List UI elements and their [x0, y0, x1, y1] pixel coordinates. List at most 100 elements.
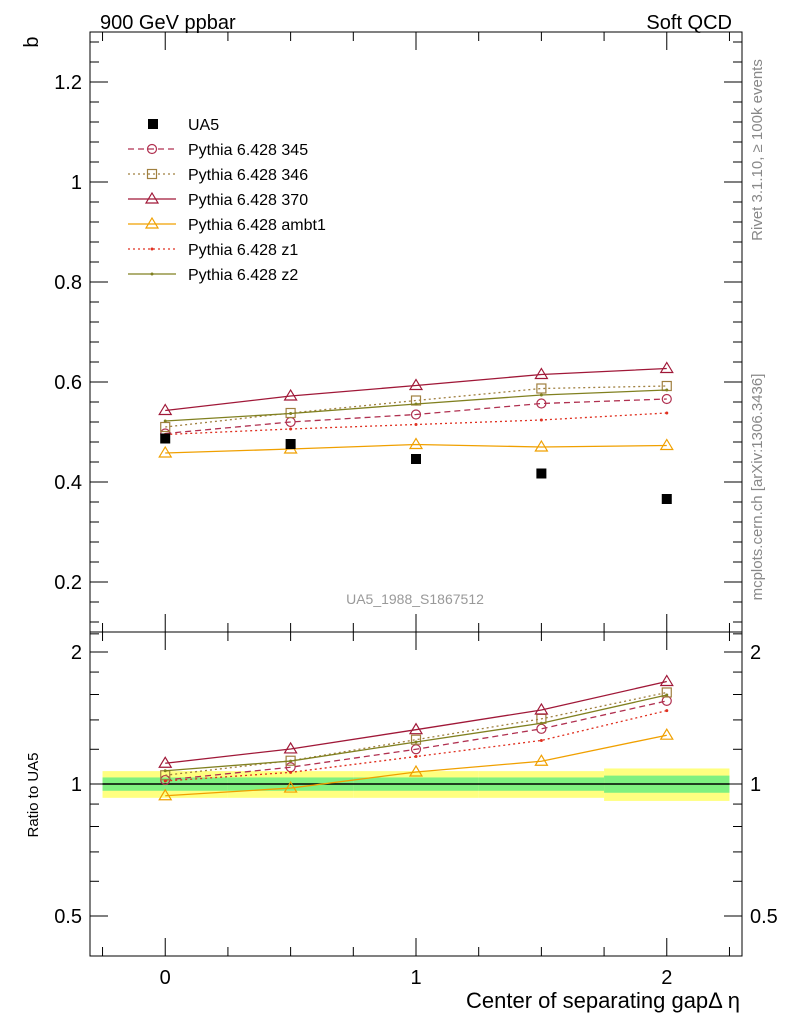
header-right: Soft QCD — [646, 12, 732, 34]
legend: UA5 Pythia 6.428 345 Pythia 6.428 346 Pythi… — [128, 117, 326, 284]
side-label-mcplots: mcplots.cern.ch [arXiv:1306.3436] — [749, 374, 766, 601]
series-point — [289, 412, 293, 415]
series-point — [408, 378, 424, 391]
legend-label: Pythia 6.428 z1 — [188, 242, 298, 259]
legend-label: Pythia 6.428 z2 — [188, 267, 298, 284]
series-point — [534, 754, 549, 766]
ratio-ytick-label: 1 — [71, 774, 82, 796]
series-line — [165, 694, 667, 772]
series-line — [165, 398, 667, 435]
series-line — [165, 367, 667, 412]
legend-marker — [144, 191, 160, 204]
series-point — [163, 419, 167, 423]
series-point — [410, 734, 422, 745]
main-series-3 — [158, 437, 674, 458]
main-series-4 — [163, 411, 669, 436]
ratio-ytick-label: 2 — [71, 642, 82, 664]
main-ylabel: b — [21, 36, 43, 47]
legend-label: UA5 — [188, 117, 219, 134]
ratio-series-5 — [163, 693, 669, 773]
data-point — [661, 494, 672, 504]
legend-entry: UA5 — [148, 117, 219, 134]
ratio-series-3 — [158, 728, 674, 801]
series-point — [659, 728, 674, 740]
ratio-series-0 — [160, 695, 672, 786]
series-point — [539, 393, 543, 397]
series-point — [536, 723, 547, 734]
series-point — [283, 780, 298, 793]
ratio-xtick-label: 2 — [661, 967, 672, 989]
legend-label: Pythia 6.428 346 — [188, 167, 308, 184]
legend-marker — [146, 143, 158, 155]
main-plot: 0.2 0.4 0.6 0.8 1 1.2 — [54, 31, 743, 633]
ratio-ylabel: Ratio to UA5 — [25, 752, 42, 837]
series-point — [158, 403, 173, 416]
series-line — [165, 734, 667, 797]
series-point — [163, 779, 167, 783]
series-point — [289, 427, 293, 431]
series-line — [165, 680, 667, 764]
series-point — [289, 759, 293, 763]
series-point — [158, 788, 173, 801]
series-point — [665, 411, 669, 415]
data-point — [536, 468, 547, 479]
series-point — [659, 438, 674, 451]
series-point — [163, 769, 167, 773]
ratio-ytick-label-right: 2 — [750, 642, 761, 664]
series-point — [158, 756, 173, 768]
series-point — [659, 361, 674, 374]
main-data-points — [160, 433, 672, 504]
ratio-xlabel: Center of separating gapΔ η — [466, 988, 740, 1013]
main-series-5 — [163, 388, 669, 423]
ratio-series-2 — [158, 674, 674, 768]
main-ytick-label: 0.2 — [54, 572, 82, 594]
main-ytick-label: 1 — [71, 172, 82, 194]
legend-marker — [150, 272, 154, 276]
series-point — [661, 393, 672, 405]
series-point — [539, 418, 543, 422]
series-point — [408, 722, 424, 735]
series-point — [534, 439, 549, 452]
series-point — [665, 693, 669, 697]
series-point — [414, 423, 418, 426]
series-point — [665, 709, 669, 713]
series-point — [539, 721, 543, 725]
data-point — [285, 439, 296, 449]
series-line — [165, 709, 667, 782]
series-point — [410, 409, 422, 420]
main-ytick-label: 1.2 — [54, 72, 82, 94]
legend-entry: Pythia 6.428 z1 — [128, 242, 298, 259]
legend-entry: Pythia 6.428 370 — [128, 191, 308, 209]
series-line — [165, 700, 667, 781]
legend-marker — [148, 119, 158, 129]
ratio-plot: 0.5 0.5 1 1 2 2 0 1 2 — [54, 631, 778, 989]
ratio-xtick-label: 1 — [410, 967, 421, 989]
header-left: 900 GeV ppbar — [100, 12, 236, 34]
series-point — [408, 437, 424, 450]
series-point — [414, 755, 418, 759]
main-series-2 — [158, 361, 674, 416]
series-point — [408, 764, 424, 777]
watermark: UA5_1988_S1867512 — [346, 591, 484, 607]
data-point — [160, 433, 171, 444]
series-point — [536, 398, 547, 409]
legend-entry: Pythia 6.428 345 — [128, 142, 308, 159]
legend-marker — [144, 216, 160, 229]
ratio-series-4 — [163, 709, 669, 783]
series-point — [536, 383, 547, 394]
series-point — [534, 367, 549, 380]
ratio-ytick-label-right: 0.5 — [750, 906, 778, 928]
legend-marker — [150, 247, 154, 251]
legend-entry: Pythia 6.428 z2 — [128, 267, 298, 284]
data-point — [411, 454, 421, 464]
legend-marker — [146, 168, 158, 180]
series-point — [659, 674, 674, 687]
ratio-ytick-label-right: 1 — [750, 774, 761, 796]
series-point — [665, 388, 669, 392]
legend-entry: Pythia 6.428 ambt1 — [128, 216, 326, 234]
series-point — [414, 402, 418, 406]
series-point — [534, 702, 549, 715]
ratio-xtick-label: 0 — [160, 967, 171, 989]
series-line — [165, 443, 667, 454]
